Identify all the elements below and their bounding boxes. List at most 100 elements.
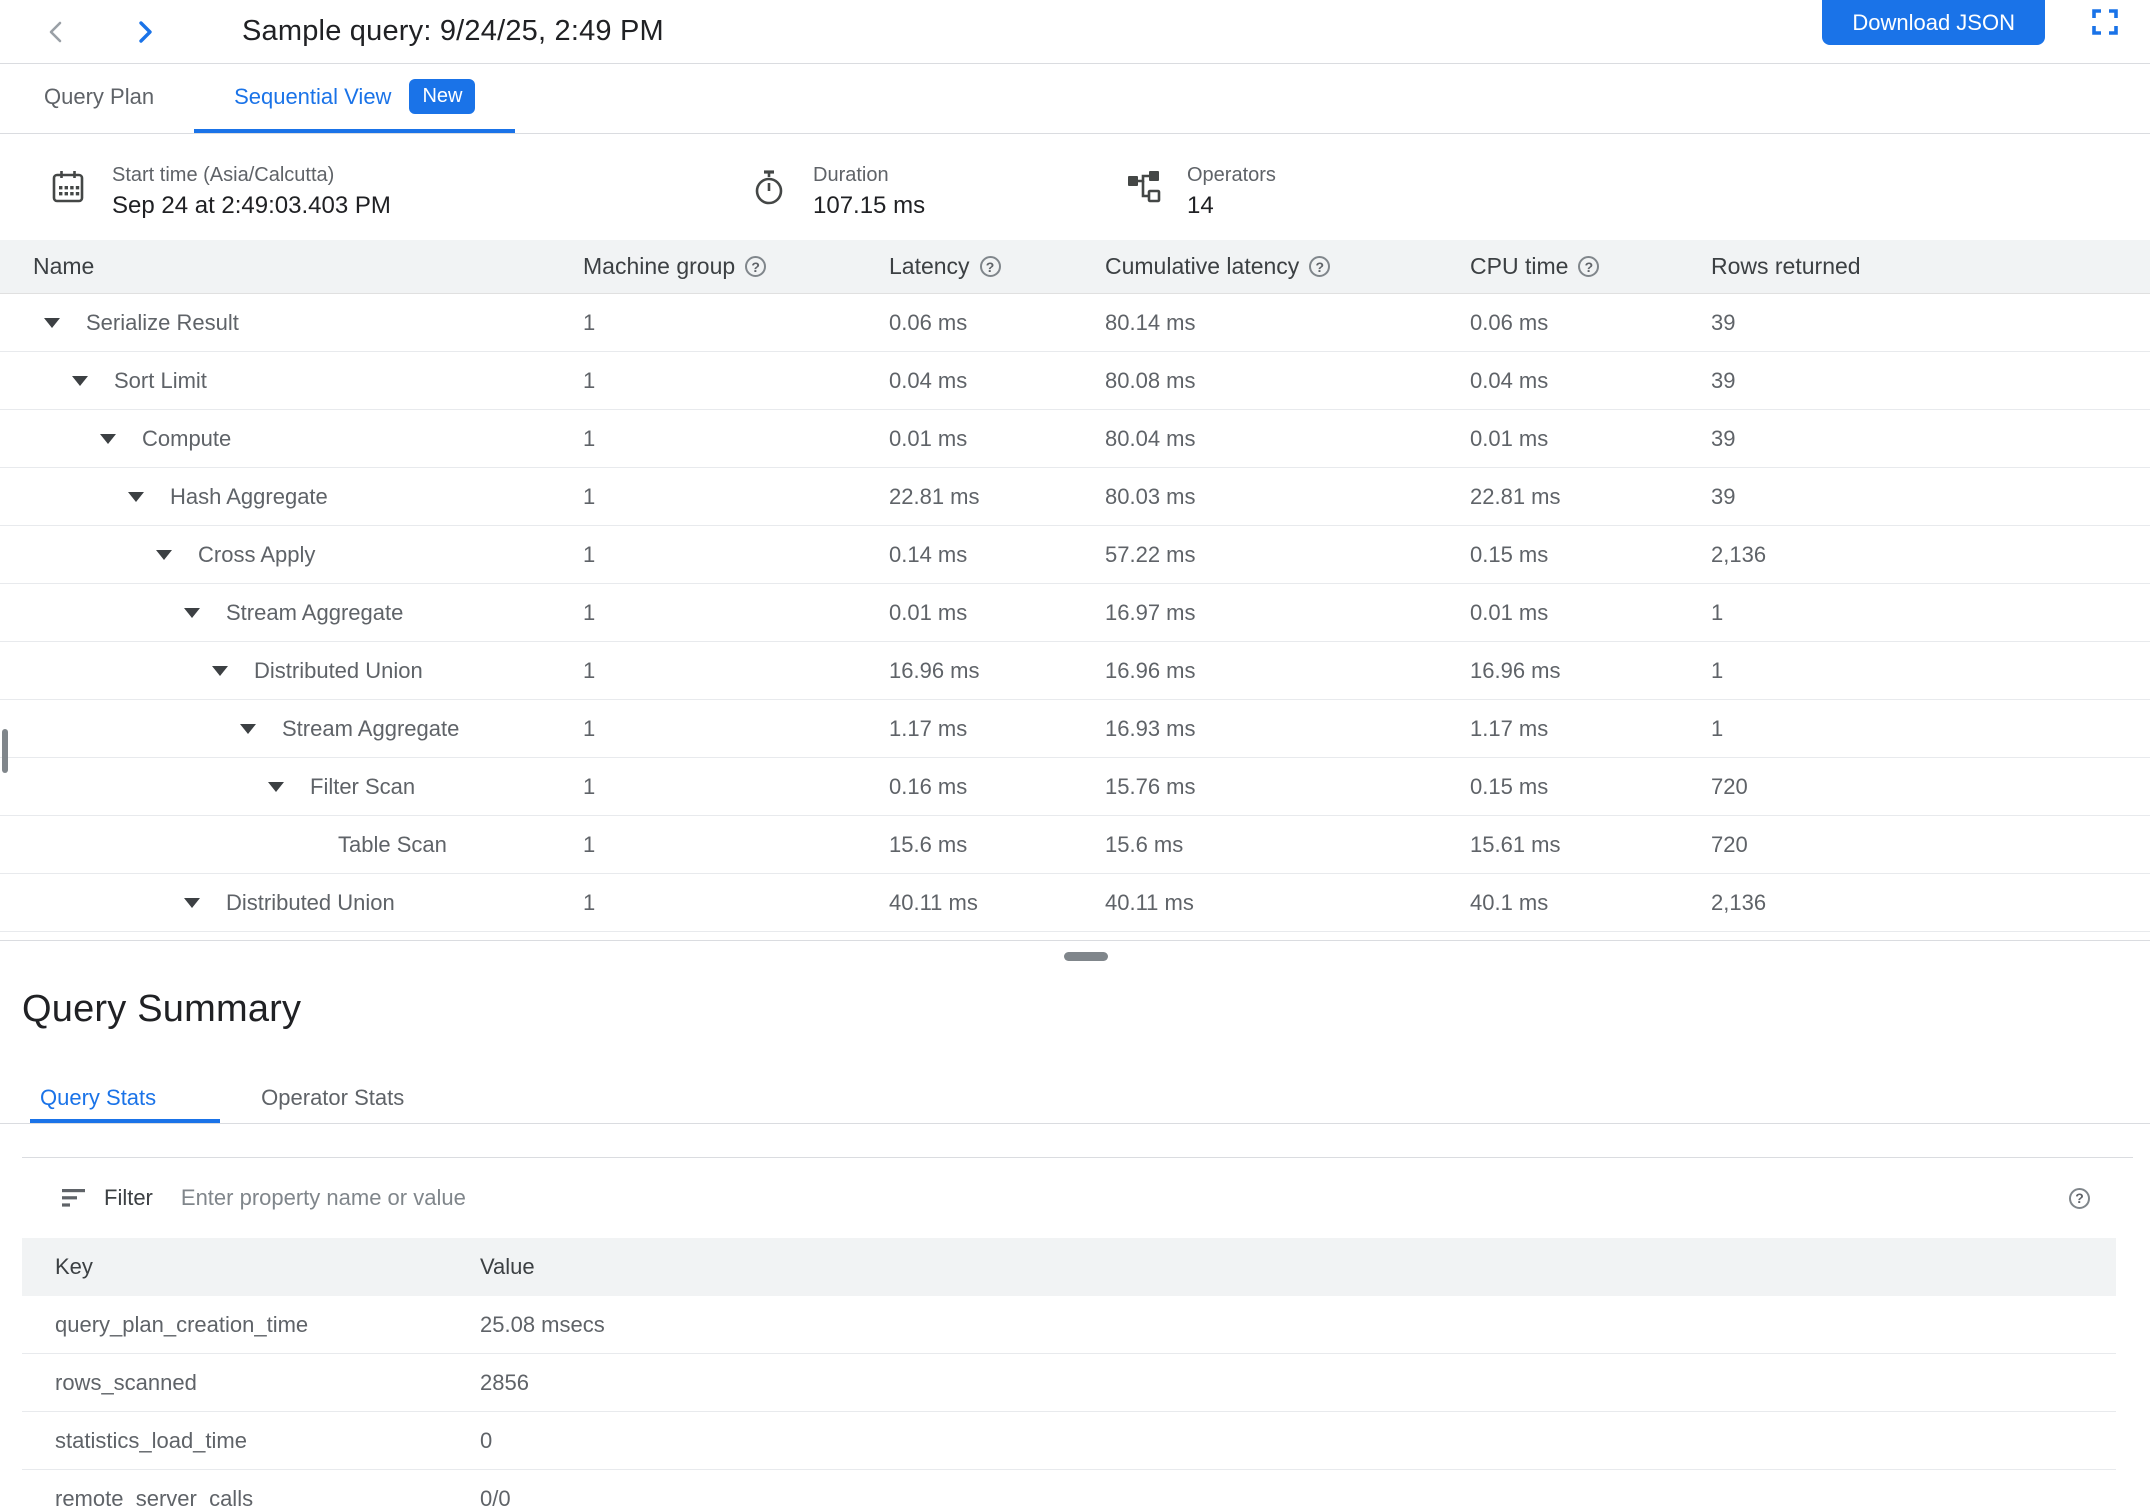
plan-table-row[interactable]: Stream Aggregate 1 0.01 ms 16.97 ms 0.01… <box>0 584 2150 642</box>
machine-group-value: 1 <box>583 309 596 335</box>
operator-name-cell: Table Scan <box>0 832 583 858</box>
vertical-scrollbar-thumb[interactable] <box>2 729 8 773</box>
column-header-rows-returned: Rows returned <box>1711 253 2150 280</box>
column-header-cpu-time-label: CPU time <box>1470 253 1569 279</box>
latency-value: 0.04 ms <box>889 367 968 393</box>
machine-group-help-icon[interactable]: ? <box>745 256 767 277</box>
stats-column-key: Key <box>55 1254 93 1279</box>
plan-table-row[interactable]: Cross Apply 1 0.14 ms 57.22 ms 0.15 ms 2… <box>0 526 2150 584</box>
plan-table-row[interactable]: Distributed Union 1 40.11 ms 40.11 ms 40… <box>0 874 2150 932</box>
filter-help-icon[interactable]: ? <box>2069 1187 2090 1209</box>
pane-resize-handle[interactable] <box>1064 952 1108 961</box>
cumulative-latency-value: 15.6 ms <box>1105 831 1184 857</box>
cpu-time-value: 0.15 ms <box>1470 541 1549 567</box>
forward-chevron-icon[interactable] <box>132 19 158 45</box>
rows-returned-value: 39 <box>1711 367 1736 393</box>
collapse-triangle-icon[interactable] <box>128 491 144 502</box>
rows-returned-value: 39 <box>1711 309 1736 335</box>
cpu-time-value: 40.1 ms <box>1470 889 1549 915</box>
collapse-triangle-icon[interactable] <box>100 433 116 444</box>
machine-group-value: 1 <box>583 831 596 857</box>
cumulative-latency-value: 16.93 ms <box>1105 715 1196 741</box>
cpu-time-value: 0.01 ms <box>1470 599 1549 625</box>
cpu-time-value: 0.06 ms <box>1470 309 1549 335</box>
collapse-triangle-icon[interactable] <box>212 665 228 676</box>
tab-query-stats-label: Query Stats <box>40 1085 157 1110</box>
machine-group-value: 1 <box>583 715 596 741</box>
cpu-time-value: 15.61 ms <box>1470 831 1561 857</box>
plan-table-row[interactable]: Compute 1 0.01 ms 80.04 ms 0.01 ms 39 <box>0 410 2150 468</box>
rows-returned-value: 1 <box>1711 715 1724 741</box>
plan-table-row[interactable]: Distributed Union 1 16.96 ms 16.96 ms 16… <box>0 642 2150 700</box>
plan-table-row[interactable]: Sort Limit 1 0.04 ms 80.08 ms 0.04 ms 39 <box>0 352 2150 410</box>
operator-name-cell: Distributed Union <box>0 658 583 684</box>
stats-table-header: Key Value <box>22 1238 2116 1296</box>
operator-name: Table Scan <box>338 831 447 857</box>
cumulative-latency-value: 15.76 ms <box>1105 773 1196 799</box>
tab-query-plan[interactable]: Query Plan <box>4 64 194 133</box>
column-header-cpu-time: CPU time ? <box>1470 253 1711 280</box>
operator-name-cell: Distributed Union <box>0 890 583 916</box>
tab-operator-stats[interactable]: Operator Stats <box>261 1077 404 1123</box>
cpu-time-value: 0.15 ms <box>1470 773 1549 799</box>
stats-table-row: statistics_load_time 0 <box>22 1412 2116 1470</box>
cpu-time-value: 22.81 ms <box>1470 483 1561 509</box>
cpu-time-value: 1.17 ms <box>1470 715 1549 741</box>
collapse-triangle-icon[interactable] <box>240 723 256 734</box>
tab-sequential-view-label: Sequential View <box>234 83 392 109</box>
stats-table-row: remote_server_calls 0/0 <box>22 1470 2116 1508</box>
cumulative-latency-value: 16.96 ms <box>1105 657 1196 683</box>
cumulative-latency-value: 80.04 ms <box>1105 425 1196 451</box>
start-time-label: Start time (Asia/Calcutta) <box>112 164 335 186</box>
tab-operator-stats-label: Operator Stats <box>261 1085 405 1110</box>
latency-help-icon[interactable]: ? <box>979 256 1001 277</box>
plan-table-row[interactable]: Serialize Result 1 0.06 ms 80.14 ms 0.06… <box>0 294 2150 352</box>
cumulative-latency-value: 40.11 ms <box>1105 889 1194 915</box>
collapse-triangle-icon[interactable] <box>184 897 200 908</box>
stat-value: 0 <box>480 1427 493 1453</box>
filter-icon <box>62 1187 86 1209</box>
operator-name-cell: Filter Scan <box>0 774 583 800</box>
rows-returned-value: 39 <box>1711 425 1736 451</box>
plan-table-row[interactable]: Stream Aggregate 1 1.17 ms 16.93 ms 1.17… <box>0 700 2150 758</box>
fullscreen-icon[interactable] <box>2091 8 2119 36</box>
collapse-triangle-icon[interactable] <box>156 549 172 560</box>
collapse-triangle-icon[interactable] <box>72 375 88 386</box>
latency-value: 0.06 ms <box>889 309 968 335</box>
tab-sequential-view[interactable]: Sequential View New <box>194 64 516 133</box>
cpu-time-value: 0.04 ms <box>1470 367 1549 393</box>
column-header-name: Name <box>0 253 583 280</box>
title-bar: Sample query: 9/24/25, 2:49 PM Download … <box>0 0 2150 64</box>
download-json-button[interactable]: Download JSON <box>1822 0 2045 45</box>
stats-table-row: query_plan_creation_time 25.08 msecs <box>22 1296 2116 1354</box>
query-summary-title: Query Summary <box>22 988 302 1030</box>
stats-column-value: Value <box>480 1254 535 1279</box>
pane-divider <box>0 932 2150 976</box>
operators-label: Operators <box>1187 164 1276 186</box>
plan-table-row[interactable]: Filter Scan 1 0.16 ms 15.76 ms 0.15 ms 7… <box>0 758 2150 816</box>
plan-table-row[interactable]: Hash Aggregate 1 22.81 ms 80.03 ms 22.81… <box>0 468 2150 526</box>
stat-key: statistics_load_time <box>55 1427 247 1453</box>
machine-group-value: 1 <box>583 425 596 451</box>
plan-table-row[interactable]: Table Scan 1 15.6 ms 15.6 ms 15.61 ms 72… <box>0 816 2150 874</box>
tab-query-stats[interactable]: Query Stats <box>30 1077 221 1123</box>
collapse-triangle-icon[interactable] <box>44 317 60 328</box>
collapse-triangle-icon[interactable] <box>184 607 200 618</box>
machine-group-value: 1 <box>583 483 596 509</box>
column-header-latency: Latency ? <box>889 253 1105 280</box>
start-time-info: Start time (Asia/Calcutta) Sep 24 at 2:4… <box>52 164 391 220</box>
latency-value: 22.81 ms <box>889 483 980 509</box>
operator-name: Distributed Union <box>254 657 423 683</box>
stat-key: query_plan_creation_time <box>55 1311 309 1337</box>
back-chevron-icon[interactable] <box>44 19 70 45</box>
collapse-triangle-icon[interactable] <box>268 781 284 792</box>
cumulative-latency-help-icon[interactable]: ? <box>1309 256 1331 277</box>
page-title: Sample query: 9/24/25, 2:49 PM <box>242 15 664 47</box>
rows-returned-value: 1 <box>1711 599 1724 625</box>
cpu-time-value: 0.01 ms <box>1470 425 1549 451</box>
column-header-machine-group: Machine group ? <box>583 253 889 280</box>
cpu-time-help-icon[interactable]: ? <box>1578 256 1600 277</box>
filter-input[interactable] <box>180 1185 2059 1211</box>
operator-name-cell: Stream Aggregate <box>0 600 583 626</box>
